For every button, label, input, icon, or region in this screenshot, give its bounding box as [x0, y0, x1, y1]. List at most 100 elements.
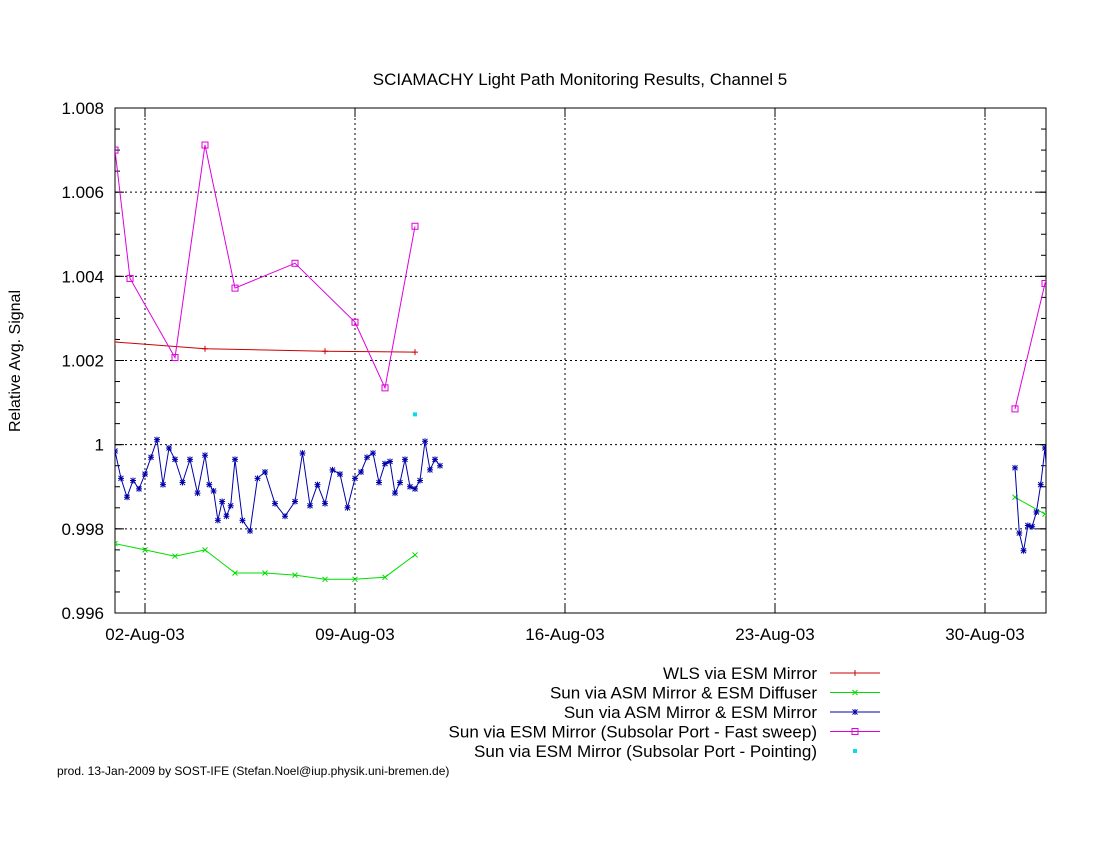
data-point	[142, 471, 148, 478]
data-point	[227, 502, 234, 509]
data-point	[402, 456, 408, 463]
x-tick-label: 23-Aug-03	[735, 625, 814, 644]
data-point	[352, 576, 358, 583]
data-point	[115, 338, 118, 345]
data-point	[413, 412, 417, 417]
x-tick-label: 02-Aug-03	[105, 625, 184, 644]
data-point	[202, 452, 208, 459]
data-point	[232, 456, 238, 463]
data-point	[115, 540, 118, 547]
data-point	[172, 456, 178, 463]
data-point	[206, 481, 213, 488]
data-point	[292, 572, 298, 578]
data-point	[201, 141, 209, 149]
data-point	[1057, 318, 1063, 324]
data-point	[1037, 481, 1044, 488]
data-point	[411, 222, 419, 230]
data-point	[329, 466, 336, 473]
data-point	[262, 570, 268, 576]
data-point	[142, 547, 148, 553]
data-point	[322, 500, 328, 507]
series-4	[413, 412, 417, 417]
data-point	[239, 517, 246, 524]
data-point	[1062, 469, 1068, 475]
data-point	[407, 483, 413, 490]
series-0	[115, 338, 418, 356]
data-point	[1024, 522, 1031, 529]
data-point	[364, 454, 370, 461]
y-tick-label: 1.004	[61, 267, 104, 286]
data-point	[397, 479, 403, 486]
chart-title: SCIAMACHY Light Path Monitoring Results,…	[373, 70, 788, 89]
data-point	[171, 354, 179, 362]
data-point	[179, 479, 186, 486]
series-1	[115, 494, 1063, 583]
data-point	[1047, 526, 1053, 532]
series-2	[115, 436, 1073, 554]
legend-label: Sun via ESM Mirror (Subsolar Port - Poin…	[474, 742, 817, 761]
data-point	[376, 479, 382, 486]
data-point	[1042, 445, 1046, 452]
y-axis-label: Relative Avg. Signal	[7, 290, 24, 432]
x-tick-label: 09-Aug-03	[315, 625, 394, 644]
data-point	[130, 477, 136, 484]
data-point	[172, 553, 178, 560]
data-point	[232, 570, 238, 576]
data-point	[1012, 464, 1018, 471]
data-point	[412, 552, 418, 558]
data-point	[412, 485, 418, 492]
data-point	[1067, 538, 1073, 544]
y-tick-label: 1.008	[61, 99, 104, 118]
data-point	[351, 318, 359, 326]
data-point	[1033, 509, 1040, 515]
data-point	[382, 460, 388, 467]
legend-label: WLS via ESM Mirror	[663, 664, 817, 683]
data-point	[370, 450, 376, 457]
data-point	[422, 438, 428, 445]
y-tick-label: 1.002	[61, 352, 104, 371]
data-point	[262, 469, 268, 476]
data-point	[219, 498, 226, 505]
data-point	[1058, 518, 1063, 523]
data-point	[437, 462, 443, 469]
data-point	[223, 513, 230, 520]
series-line	[115, 144, 1046, 410]
data-point	[292, 498, 298, 505]
y-tick-label: 1	[95, 436, 104, 455]
data-point	[417, 477, 423, 484]
data-point	[381, 384, 389, 392]
legend-marker	[851, 728, 859, 735]
data-point	[392, 490, 398, 497]
data-point	[1052, 446, 1058, 452]
data-point	[166, 445, 172, 452]
legend-label: Sun via ESM Mirror (Subsolar Port - Fast…	[449, 723, 817, 742]
data-point	[115, 146, 119, 154]
data-point	[124, 494, 130, 501]
data-point	[136, 485, 142, 492]
y-tick-label: 0.996	[61, 604, 104, 623]
legend-marker	[853, 749, 857, 753]
data-point	[1016, 530, 1023, 537]
data-point	[1042, 511, 1046, 517]
legend-marker	[852, 689, 858, 696]
data-point	[1020, 547, 1027, 554]
production-footer: prod. 13-Jan-2009 by SOST-IFE (Stefan.No…	[57, 764, 450, 778]
series-line	[115, 439, 1046, 551]
data-point	[254, 475, 261, 482]
data-point	[291, 259, 299, 267]
series-3	[115, 141, 1063, 413]
x-tick-label: 16-Aug-03	[525, 625, 604, 644]
data-point	[272, 500, 278, 507]
data-point	[202, 547, 208, 553]
data-point	[247, 527, 253, 534]
data-point	[210, 487, 217, 494]
data-point	[154, 436, 160, 443]
data-point	[115, 447, 118, 454]
data-point	[299, 450, 306, 457]
y-tick-label: 1.006	[61, 183, 104, 202]
series-line	[115, 496, 1046, 580]
axis-ticks: 0.996 0.998 1 1.002 1.004 1.006 1.008 02-Aug-03…	[61, 99, 1046, 644]
series-line	[115, 341, 416, 353]
data-point	[194, 490, 201, 497]
